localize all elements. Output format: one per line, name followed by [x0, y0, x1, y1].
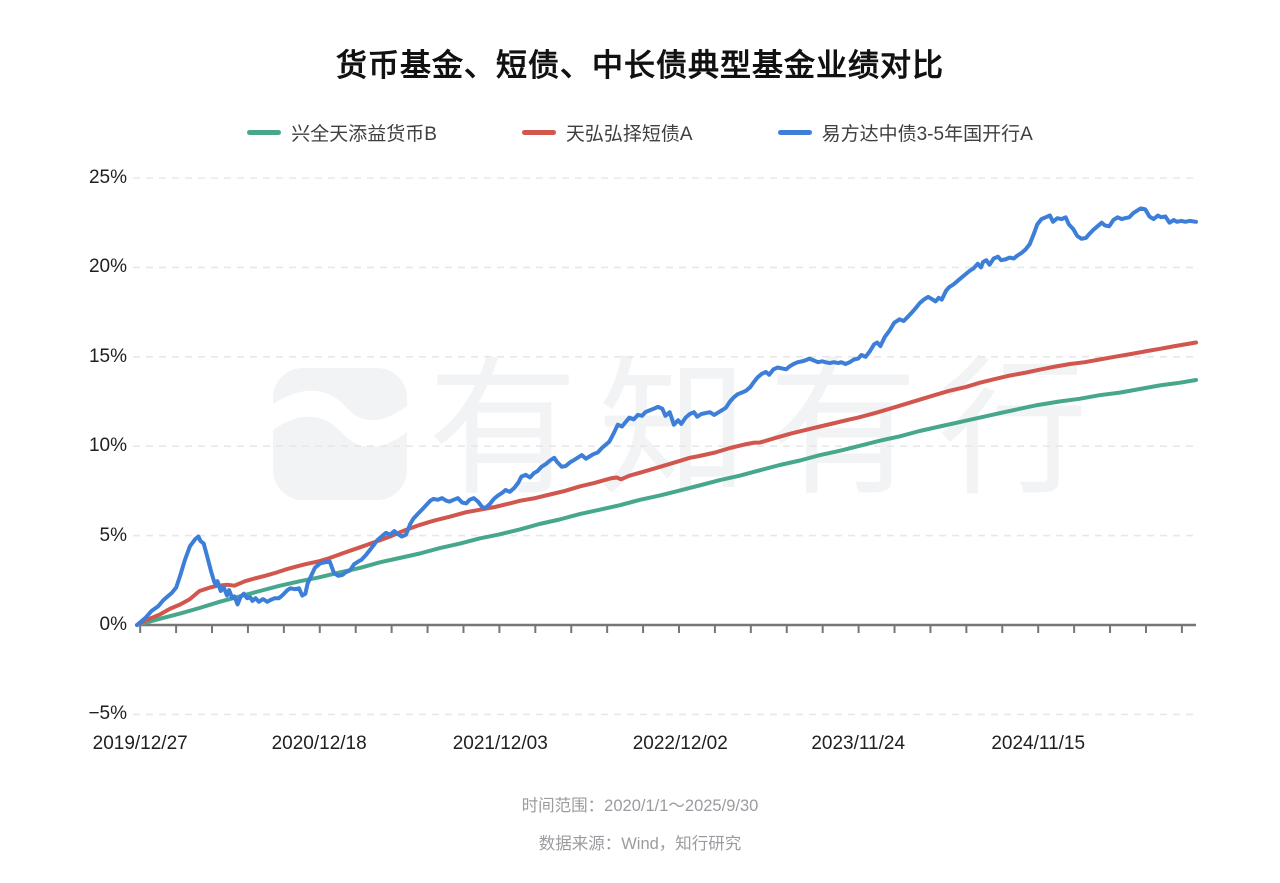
- y-axis-label: 0%: [99, 614, 127, 635]
- x-axis-label: 2024/11/15: [991, 733, 1086, 754]
- data-source-note: 数据来源：Wind，知行研究: [538, 835, 742, 853]
- legend-label: 天弘弘择短债A: [565, 124, 693, 145]
- legend-swatch: [247, 130, 282, 135]
- y-axis-label: −5%: [88, 703, 127, 725]
- series-line-0: [135, 378, 1198, 627]
- legend-swatch: [777, 130, 812, 135]
- x-axis-label: 2021/12/03: [452, 733, 548, 754]
- y-axis-label: 10%: [88, 435, 127, 457]
- x-axis-label: 2023/11/24: [811, 733, 906, 754]
- y-axis-label: 5%: [99, 524, 127, 546]
- chart-footnotes: 时间范围：2020/1/1～2025/9/30 数据来源：Wind，知行研究: [0, 787, 1280, 863]
- x-axis-label: 2022/12/02: [632, 733, 728, 754]
- legend-item: 易方达中债3-5年国开行A: [777, 119, 1033, 146]
- series-line-1: [135, 340, 1198, 627]
- legend-label: 易方达中债3-5年国开行A: [821, 124, 1033, 145]
- x-axis-label: 2019/12/27: [92, 733, 188, 754]
- y-axis-label: 15%: [88, 345, 127, 367]
- y-axis-label: 20%: [88, 256, 127, 278]
- legend-swatch: [521, 130, 556, 135]
- legend-item: 天弘弘择短债A: [521, 119, 693, 146]
- legend: 兴全天添益货币B 天弘弘择短债A 易方达中债3-5年国开行A: [0, 119, 1280, 146]
- page-title: 货币基金、短债、中长债典型基金业绩对比: [336, 48, 944, 83]
- legend-item: 兴全天添益货币B: [247, 119, 437, 146]
- time-range-note: 时间范围：2020/1/1～2025/9/30: [521, 797, 759, 815]
- y-axis-label: 25%: [88, 167, 127, 188]
- series-line-2: [135, 206, 1198, 627]
- legend-label: 兴全天添益货币B: [291, 124, 437, 145]
- x-axis-label: 2020/12/18: [271, 733, 367, 754]
